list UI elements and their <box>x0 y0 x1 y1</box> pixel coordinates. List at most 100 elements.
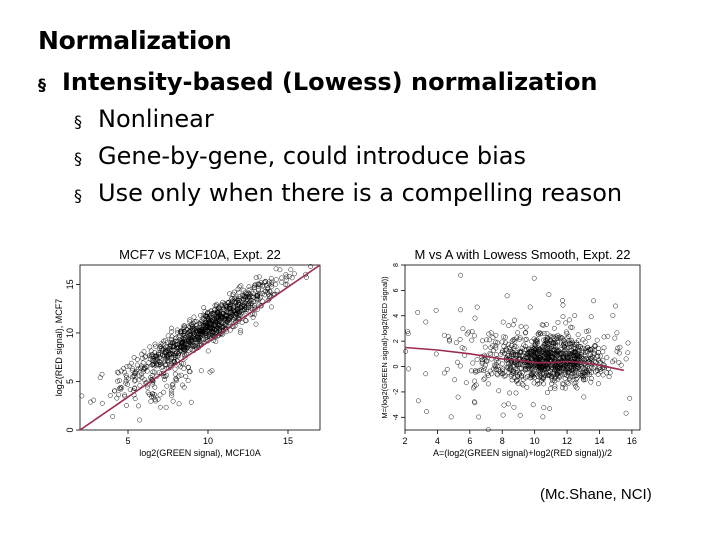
data-point <box>479 361 485 366</box>
data-point <box>141 367 147 373</box>
data-point <box>555 363 561 369</box>
data-point <box>165 339 171 345</box>
data-point <box>513 378 519 384</box>
data-point <box>150 369 156 375</box>
data-point <box>551 372 556 378</box>
data-point <box>206 334 212 340</box>
data-point <box>501 334 506 340</box>
data-point <box>264 282 270 288</box>
data-point <box>565 355 571 361</box>
data-point <box>153 398 159 404</box>
data-point <box>433 351 439 357</box>
data-point <box>99 371 105 377</box>
data-point <box>169 325 174 331</box>
data-point <box>540 322 546 328</box>
data-point <box>291 271 297 277</box>
data-point <box>137 417 143 423</box>
data-point <box>183 374 189 379</box>
data-point <box>227 302 233 308</box>
bullet-list: § Intensity-based (Lowess) normalization … <box>38 68 622 216</box>
data-point <box>530 363 536 369</box>
data-point <box>590 365 596 371</box>
data-point <box>529 374 535 380</box>
data-point <box>506 342 511 347</box>
data-point <box>502 350 508 356</box>
data-point <box>151 361 156 367</box>
data-point <box>485 381 491 387</box>
data-point <box>171 359 177 365</box>
data-point <box>601 334 607 340</box>
data-point <box>534 337 540 343</box>
data-point <box>472 378 478 384</box>
data-point <box>555 338 561 344</box>
data-point <box>485 427 491 433</box>
data-point <box>167 343 173 349</box>
data-point <box>159 347 165 353</box>
data-point <box>481 367 486 373</box>
data-point <box>273 266 279 272</box>
data-point <box>600 372 606 378</box>
data-point <box>574 355 580 361</box>
data-point <box>168 387 174 393</box>
data-point <box>227 305 233 311</box>
data-point <box>509 349 515 355</box>
data-point <box>258 282 264 288</box>
data-point <box>573 379 579 385</box>
data-point <box>560 302 566 308</box>
data-point <box>537 331 543 337</box>
data-point <box>423 319 429 325</box>
data-point <box>543 341 549 347</box>
data-point <box>183 345 189 351</box>
data-point <box>511 404 517 410</box>
data-point <box>531 275 537 281</box>
data-point <box>170 343 176 349</box>
data-point <box>273 277 279 283</box>
data-point <box>533 342 538 348</box>
data-point <box>566 352 572 358</box>
data-point <box>236 289 242 295</box>
data-point <box>267 289 273 294</box>
data-point <box>510 322 516 328</box>
data-point <box>552 378 558 384</box>
data-point <box>541 331 547 337</box>
data-point <box>557 358 563 364</box>
data-point <box>576 353 581 359</box>
data-point <box>571 344 577 350</box>
data-point <box>499 368 505 374</box>
data-point <box>168 350 174 356</box>
data-point <box>517 356 523 362</box>
data-point <box>452 377 458 383</box>
data-point <box>115 370 121 376</box>
data-point <box>221 305 226 311</box>
data-point <box>550 371 556 377</box>
data-point <box>161 350 167 356</box>
data-point <box>508 358 514 364</box>
data-point <box>171 340 177 346</box>
data-point <box>415 309 421 315</box>
data-point <box>504 293 510 299</box>
y-tick-label: 10 <box>65 328 75 338</box>
data-point <box>231 289 237 295</box>
data-point <box>581 377 587 383</box>
data-point <box>204 334 210 340</box>
data-point <box>165 333 171 339</box>
data-point <box>164 372 170 378</box>
data-point <box>182 355 188 361</box>
data-point <box>215 307 220 313</box>
data-point <box>265 298 271 303</box>
data-point <box>246 284 252 290</box>
data-point <box>235 300 241 306</box>
data-point <box>204 323 210 329</box>
data-point <box>503 355 509 361</box>
data-point <box>161 373 167 379</box>
data-point <box>487 337 493 343</box>
data-point <box>595 371 601 377</box>
data-point <box>169 390 175 396</box>
data-point <box>625 340 631 346</box>
data-point <box>517 336 522 342</box>
data-point <box>589 356 595 362</box>
data-point <box>186 330 192 336</box>
data-point <box>205 323 211 329</box>
data-point <box>544 331 550 336</box>
bullet-item: § Gene-by-gene, could introduce bias <box>38 142 622 179</box>
